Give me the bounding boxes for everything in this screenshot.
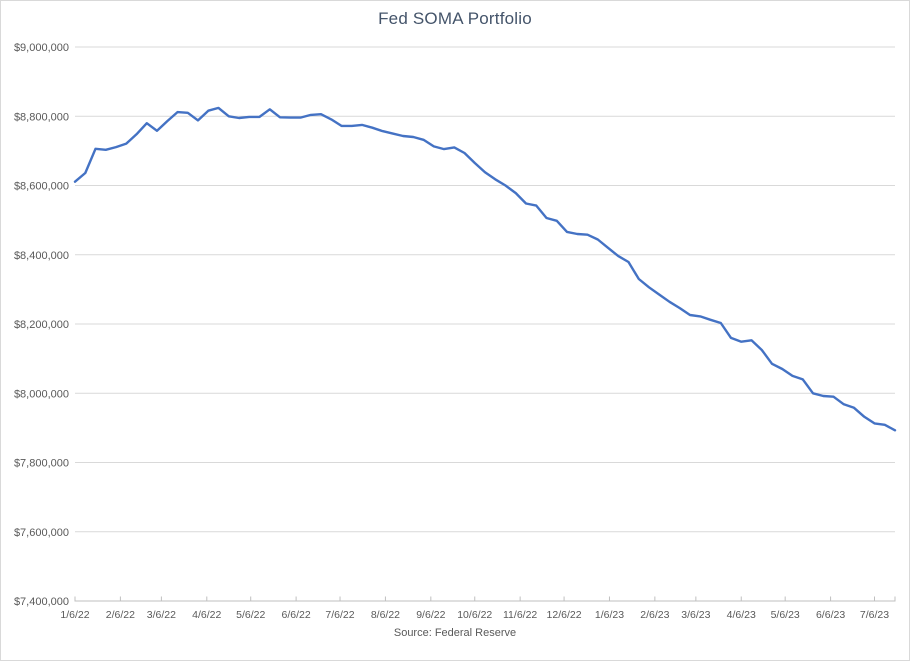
x-axis-tick-label: 10/6/22 [457,609,492,621]
x-axis-tick-label: 3/6/23 [681,609,710,621]
x-axis-tick-label: 6/6/23 [816,609,845,621]
y-axis-tick-label: $7,400,000 [14,596,69,608]
x-axis-tick-label: 2/6/23 [640,609,669,621]
y-axis-tick-label: $8,200,000 [14,319,69,331]
y-axis-tick-label: $8,000,000 [14,388,69,400]
x-axis-tick-label: 3/6/22 [147,609,176,621]
x-axis-tick-label: 7/6/23 [860,609,889,621]
x-axis-tick-label: 1/6/23 [595,609,624,621]
x-axis-tick-label: 5/6/22 [236,609,265,621]
x-axis-tick-label: 11/6/22 [503,609,537,621]
x-axis-tick-label: 2/6/22 [106,609,135,621]
x-axis-tick-label: 1/6/22 [60,609,89,621]
x-axis-tick-label: 4/6/22 [192,609,221,621]
chart-title: Fed SOMA Portfolio [378,9,532,28]
x-axis-tick-label: 4/6/23 [727,609,756,621]
x-axis-tick-label: 7/6/22 [325,609,354,621]
y-axis-tick-label: $8,800,000 [14,111,69,123]
y-axis-tick-label: $7,800,000 [14,458,69,470]
y-axis-tick-label: $8,600,000 [14,181,69,193]
y-axis-tick-label: $9,000,000 [14,42,69,54]
x-axis-tick-label: 5/6/23 [771,609,800,621]
x-axis-tick-label: 12/6/22 [547,609,582,621]
source-caption: Source: Federal Reserve [393,627,517,639]
y-axis-tick-label: $8,400,000 [14,250,69,262]
x-axis-tick-label: 9/6/22 [416,609,445,621]
x-axis-tick-label: 6/6/22 [282,609,311,621]
y-axis-tick-label: $7,600,000 [14,527,69,539]
soma-series-line [73,106,897,432]
x-axis-tick-label: 8/6/22 [371,609,400,621]
